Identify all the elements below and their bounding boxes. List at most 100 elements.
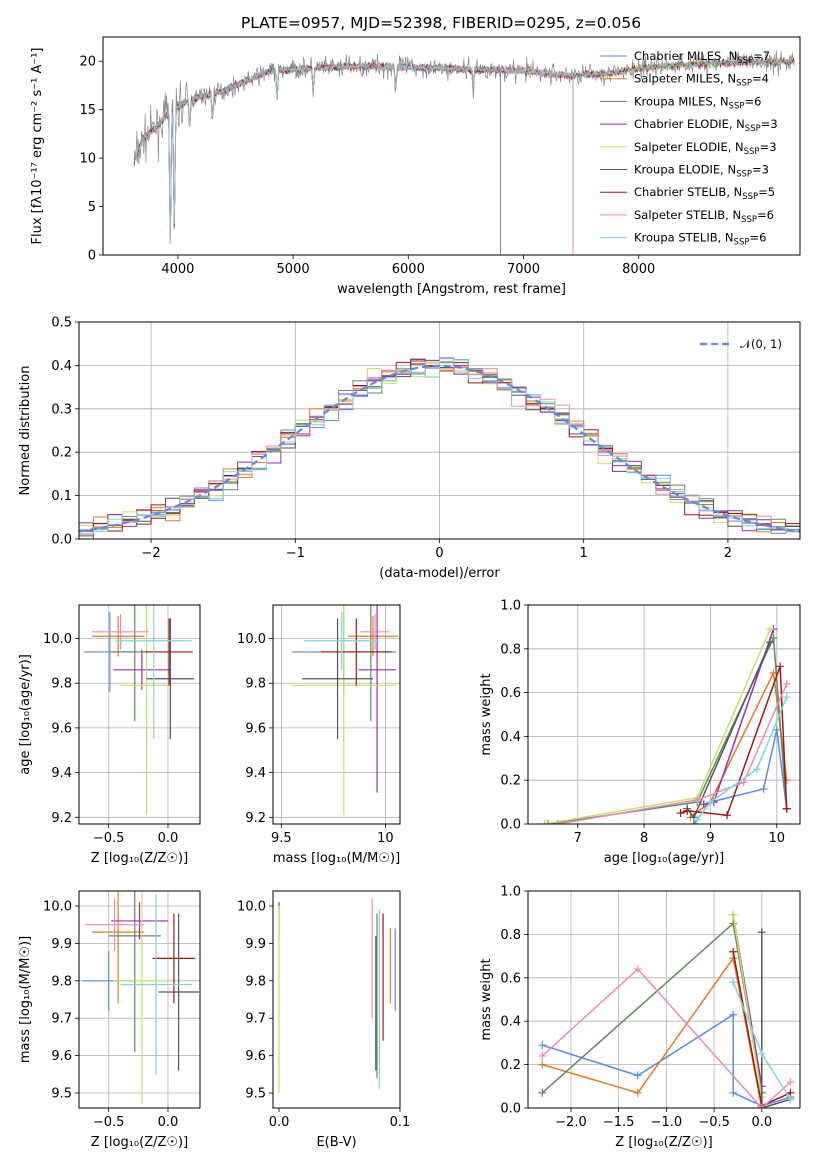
weight-series-line — [761, 932, 791, 1108]
y-tick-label: 0.0 — [51, 533, 72, 548]
weight-series-line — [703, 628, 775, 806]
legend-label: Salpeter MILES, NSSP=4 — [634, 72, 769, 89]
y-tick-label: 0.1 — [51, 489, 72, 504]
weight-point-marker — [729, 1088, 738, 1097]
weight-point-marker — [693, 815, 702, 824]
x-tick-label: −2.0 — [555, 1115, 587, 1130]
x-axis-label: mass [log₁₀(M/M☉)] — [273, 851, 400, 866]
weights-vs-age-panel: 7 8 9 10 0.0 0.2 0.4 0.6 0.8 1.0 age [log₁₀(age/yr… — [479, 599, 801, 866]
y-tick-label: 9.6 — [245, 721, 266, 736]
y-tick-label: 0.8 — [500, 642, 521, 657]
legend-label: Salpeter ELODIE, NSSP=3 — [634, 140, 777, 157]
axes-frame — [78, 604, 201, 825]
y-tick-label: 9.8 — [51, 677, 72, 692]
age-vs-mass-panel: 9.5 10 9.2 9.4 9.6 9.8 10.0 mass [log₁₀(M/M☉)] — [237, 604, 401, 866]
legend-label: Salpeter STELIB, NSSP=6 — [634, 208, 774, 225]
y-tick-label: 10 — [79, 152, 96, 167]
weight-point-marker — [683, 806, 692, 815]
weights-vs-age-plot-area — [528, 605, 800, 824]
weight-point-marker — [786, 1095, 795, 1104]
y-tick-label: 1.0 — [500, 599, 521, 614]
y-tick-label: 9.9 — [245, 937, 266, 952]
residual-histogram — [79, 358, 800, 535]
y-tick-label: 0.6 — [500, 971, 521, 986]
legend-label: Chabrier ELODIE, NSSP=3 — [634, 117, 778, 134]
x-tick-label: 9.5 — [271, 831, 292, 846]
y-tick-label: 9.8 — [51, 974, 72, 989]
residuals-panel: −2 −1 0 1 2 0.0 0.1 0.2 0.3 0.4 0.5 (data-model)/er… — [18, 316, 801, 581]
y-tick-label: 0.2 — [51, 446, 72, 461]
x-tick-label: −0.5 — [698, 1115, 730, 1130]
y-tick-label: 0.4 — [500, 1015, 521, 1030]
weight-point-marker — [706, 798, 715, 807]
legend-label: Chabrier MILES, NSSP=7 — [634, 49, 770, 66]
age-vs-Z-panel: −0.5 0.0 9.2 9.4 9.6 9.8 10.0 Z [log₁₀(Z/Z☉)] ag… — [18, 604, 201, 866]
x-tick-label: 7 — [574, 831, 582, 846]
x-tick-label: 9 — [706, 831, 714, 846]
weight-point-marker — [772, 725, 781, 734]
figure-title: PLATE=0957, MJD=52398, FIBERID=0295, z=0… — [241, 14, 641, 32]
y-axis-label: mass weight — [479, 673, 494, 755]
y-tick-label: 9.5 — [245, 1087, 266, 1102]
weight-series-line — [541, 922, 763, 1094]
weight-point-marker — [729, 978, 738, 987]
y-tick-label: 9.7 — [245, 1012, 266, 1027]
weight-point-marker — [676, 809, 685, 818]
y-tick-label: 9.6 — [51, 721, 72, 736]
weight-point-marker — [786, 1077, 795, 1086]
weight-point-marker — [543, 820, 552, 824]
axes-frame — [78, 321, 801, 540]
x-axis-label: age [log₁₀(age/yr)] — [604, 851, 725, 866]
legend-label: Chabrier STELIB, NSSP=5 — [634, 185, 775, 202]
weight-point-marker — [553, 820, 562, 824]
legend-label: 𝒩(0, 1) — [740, 337, 782, 351]
spectrum-plot-area — [133, 50, 795, 255]
mass-vs-EBV-panel: 0.0 0.1 9.5 9.6 9.7 9.8 9.9 10.0 E(B-V) — [237, 890, 410, 1150]
residuals-plot-area — [79, 322, 800, 539]
y-tick-label: 5 — [88, 200, 96, 215]
y-axis-label: age [log₁₀(age/yr)] — [18, 654, 33, 775]
y-axis-label: Flux [fλ10⁻¹⁷ erg cm⁻² s⁻¹ A⁻¹] — [30, 48, 45, 245]
weight-point-marker — [633, 1088, 642, 1097]
x-tick-label: 0.0 — [751, 1115, 772, 1130]
age-vs-Z-plot-area — [79, 605, 200, 824]
weight-point-marker — [729, 910, 738, 919]
model-spectrum-line — [133, 62, 501, 255]
weights-vs-Z-plot-area — [528, 891, 800, 1108]
x-tick-label: −2 — [142, 546, 161, 561]
y-axis-label: mass weight — [479, 958, 494, 1040]
weight-series-line — [680, 666, 788, 817]
y-tick-label: 9.6 — [245, 1049, 266, 1064]
x-tick-label: 0.0 — [269, 1115, 290, 1130]
x-tick-label: −1.5 — [603, 1115, 635, 1130]
weight-point-marker — [633, 1071, 642, 1080]
y-tick-label: 9.2 — [245, 811, 266, 826]
x-tick-label: 0.0 — [158, 1115, 179, 1130]
y-tick-label: 9.4 — [245, 766, 266, 781]
y-tick-label: 0.0 — [500, 1102, 521, 1117]
residual-histogram — [79, 359, 800, 534]
y-tick-label: 1.0 — [500, 885, 521, 900]
weight-point-marker — [538, 1060, 547, 1069]
x-tick-label: 0.0 — [158, 831, 179, 846]
y-tick-label: 10.0 — [237, 899, 266, 914]
weight-point-marker — [766, 638, 775, 647]
y-tick-label: 0.0 — [500, 818, 521, 833]
x-tick-label: 0 — [435, 546, 443, 561]
normal-reference-curve — [79, 364, 800, 533]
x-tick-label: 2 — [724, 546, 732, 561]
legend-label: Kroupa STELIB, NSSP=6 — [634, 231, 766, 248]
weight-point-marker — [776, 662, 785, 671]
axes-frame — [102, 36, 801, 256]
weight-point-marker — [729, 919, 738, 928]
x-tick-label: −0.5 — [93, 1115, 125, 1130]
weight-point-marker — [723, 811, 732, 820]
x-tick-label: 8000 — [622, 262, 655, 277]
age-vs-mass-plot-area — [273, 605, 400, 824]
y-axis-label: Normed distribution — [18, 366, 33, 496]
weight-point-marker — [729, 947, 738, 956]
weight-point-marker — [752, 765, 761, 774]
mass-vs-EBV-plot-area — [278, 898, 396, 1094]
y-tick-label: 9.5 — [51, 1087, 72, 1102]
